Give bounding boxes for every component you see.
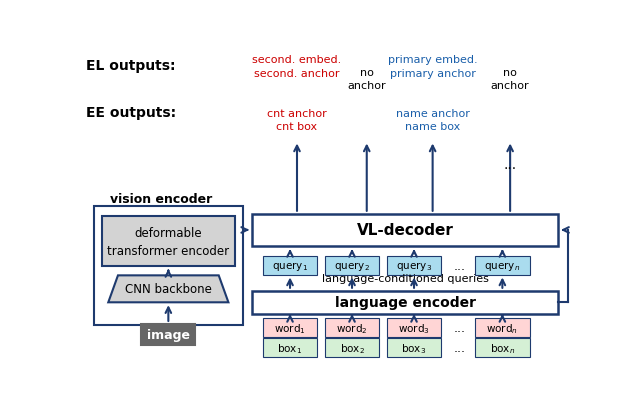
Text: box$_n$: box$_n$ <box>490 341 515 355</box>
Text: word$_2$: word$_2$ <box>336 321 368 335</box>
Text: second. embed.
second. anchor: second. embed. second. anchor <box>252 55 342 79</box>
Text: language-conditioned queries: language-conditioned queries <box>322 273 488 283</box>
Bar <box>387 319 441 337</box>
Bar <box>252 214 558 247</box>
Text: EL outputs:: EL outputs: <box>86 59 176 73</box>
Text: no
anchor: no anchor <box>491 67 529 91</box>
Text: deformable
transformer encoder: deformable transformer encoder <box>108 226 229 257</box>
Text: ...: ... <box>454 259 466 272</box>
Text: primary embed.
primary anchor: primary embed. primary anchor <box>388 55 477 79</box>
Text: name anchor
name box: name anchor name box <box>396 109 470 132</box>
Text: word$_1$: word$_1$ <box>274 321 306 335</box>
Bar <box>325 339 379 357</box>
Bar <box>325 256 379 275</box>
Bar <box>263 319 317 337</box>
Text: word$_n$: word$_n$ <box>486 321 518 335</box>
Text: VL-decoder: VL-decoder <box>356 223 454 238</box>
Text: query$_2$: query$_2$ <box>334 259 370 272</box>
Text: box$_3$: box$_3$ <box>401 341 427 355</box>
Bar <box>325 319 379 337</box>
Text: box$_1$: box$_1$ <box>278 341 303 355</box>
Text: vision encoder: vision encoder <box>110 192 212 205</box>
Text: image: image <box>147 328 190 341</box>
Text: ...: ... <box>454 321 466 335</box>
Text: no
anchor: no anchor <box>348 67 386 91</box>
Bar <box>263 339 317 357</box>
Text: query$_1$: query$_1$ <box>272 259 308 272</box>
Text: query$_3$: query$_3$ <box>396 259 432 272</box>
Bar <box>94 207 243 326</box>
Text: CNN backbone: CNN backbone <box>125 283 212 296</box>
Text: ...: ... <box>504 157 516 171</box>
Bar <box>102 216 235 266</box>
Text: cnt anchor
cnt box: cnt anchor cnt box <box>267 109 327 132</box>
Text: word$_3$: word$_3$ <box>398 321 430 335</box>
Text: EE outputs:: EE outputs: <box>86 106 177 120</box>
Bar <box>476 256 529 275</box>
Text: ...: ... <box>454 342 466 354</box>
Text: query$_n$: query$_n$ <box>484 259 520 272</box>
Bar <box>476 339 529 357</box>
Polygon shape <box>108 276 228 303</box>
Bar <box>252 291 558 314</box>
Bar <box>263 256 317 275</box>
Bar <box>387 339 441 357</box>
Bar <box>387 256 441 275</box>
Text: box$_2$: box$_2$ <box>339 341 365 355</box>
Text: language encoder: language encoder <box>335 296 476 310</box>
Bar <box>141 324 195 346</box>
Bar <box>476 319 529 337</box>
